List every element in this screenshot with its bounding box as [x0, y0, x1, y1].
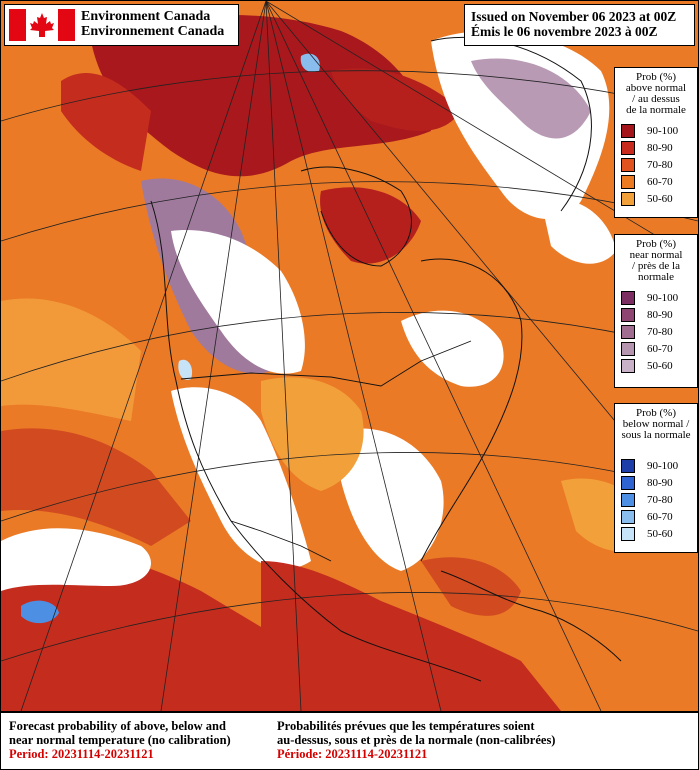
legend-swatch: [621, 157, 635, 172]
agency-name-en: Environment Canada: [81, 9, 211, 24]
period-fr: Période: 20231114-20231121: [277, 747, 428, 761]
legend-swatch: [621, 509, 635, 524]
legend-swatch: [621, 492, 635, 507]
legend-item: 60-70: [621, 340, 697, 357]
us-southeast-white: [341, 428, 444, 571]
agency-brand: Environment Canada Environnement Canada: [4, 4, 239, 46]
prairies-white: [171, 230, 305, 374]
legend-swatch: [621, 458, 635, 473]
legend-item: 90-100: [621, 457, 697, 474]
below-spot-north: [300, 53, 320, 73]
legend-title: Prob (%) near normal / près de la normal…: [629, 238, 683, 283]
legend-item: 80-90: [621, 139, 697, 156]
legend-swatch: [621, 324, 635, 339]
issued-en: Issued on November 06 2023 at 00Z: [471, 9, 677, 24]
legend-swatch: [621, 307, 635, 322]
pacific-south-red: [1, 552, 341, 711]
legend-item: 50-60: [621, 357, 697, 374]
caption-fr: Probabilités prévues que les température…: [277, 719, 556, 761]
gulf-red: [421, 557, 521, 616]
legend-swatch: [621, 358, 635, 373]
forecast-map: [1, 1, 698, 711]
us-central-orange: [261, 377, 364, 491]
legend-above-normal: Prob (%) above normal / au dessus de la …: [614, 67, 698, 218]
greenland-red: [331, 68, 461, 131]
legend-swatch: [621, 191, 635, 206]
legend-item: 60-70: [621, 173, 697, 190]
legend-title: Prob (%) above normal / au dessus de la …: [625, 71, 687, 116]
legend-item: 80-90: [621, 474, 697, 491]
canada-flag-icon: [9, 9, 75, 41]
pacific-north-light: [1, 298, 141, 421]
legend-item: 70-80: [621, 156, 697, 173]
pacific-white-band: [1, 528, 151, 591]
atlantic-white: [541, 199, 616, 264]
arctic-red: [91, 14, 431, 177]
legend-swatch: [621, 174, 635, 189]
legend-swatch: [621, 123, 635, 138]
agency-name-fr: Environnement Canada: [81, 24, 225, 39]
legend-title: Prob (%) below normal / sous la normale: [621, 407, 691, 441]
greenland-white: [431, 31, 610, 220]
pacific-mid-red: [1, 428, 191, 546]
legend-near-normal: Prob (%) near normal / près de la normal…: [614, 234, 698, 388]
issued-fr: Émis le 06 novembre 2023 à 00Z: [471, 24, 658, 39]
legend-item: 70-80: [621, 491, 697, 508]
legend-swatch: [621, 341, 635, 356]
period-en: Period: 20231114-20231121: [9, 747, 154, 761]
hudson-red: [320, 187, 421, 264]
us-southwest-white: [171, 387, 311, 569]
borders: [180, 340, 472, 562]
mexico-red: [261, 561, 561, 711]
legend-item: 50-60: [621, 190, 697, 207]
below-spot-pacific: [21, 600, 59, 624]
footer-caption: Forecast probability of above, below and…: [1, 711, 698, 769]
legend-swatch: [621, 140, 635, 155]
issue-date-box: Issued on November 06 2023 at 00Z Émis l…: [464, 4, 695, 46]
legend-item: 90-100: [621, 122, 697, 139]
legend-swatch: [621, 475, 635, 490]
legend-item: 60-70: [621, 508, 697, 525]
legend-swatch: [621, 290, 635, 305]
legend-below-normal: Prob (%) below normal / sous la normale …: [614, 403, 698, 553]
legend-item: 80-90: [621, 306, 697, 323]
legend-item: 70-80: [621, 323, 697, 340]
arctic-red-2: [61, 72, 151, 171]
legend-item: 50-60: [621, 525, 697, 542]
below-spot-rockies: [178, 359, 193, 380]
caption-en: Forecast probability of above, below and…: [9, 719, 231, 761]
legend-item: 90-100: [621, 289, 697, 306]
greenland-purple: [471, 58, 591, 139]
legend-swatch: [621, 526, 635, 541]
